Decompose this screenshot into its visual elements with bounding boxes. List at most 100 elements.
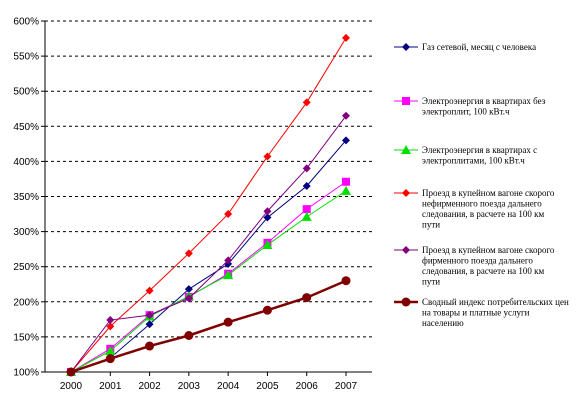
legend-swatch-marker <box>402 43 410 51</box>
legend-label: Проезд в купейном вагоне скорого нефирмен… <box>422 188 555 230</box>
series-6 <box>66 276 351 377</box>
y-tick-label: 450% <box>13 122 39 133</box>
legend-label-line: пути <box>422 220 440 230</box>
legend-label-line: электроплит, 100 кВт.ч <box>422 107 510 117</box>
data-point <box>105 354 115 364</box>
legend-label: Проезд в купейном вагоне скорого фирменно… <box>422 245 555 287</box>
y-tick-label: 350% <box>13 192 39 203</box>
series-4 <box>67 33 350 376</box>
y-tick-label: 500% <box>13 87 39 98</box>
data-point <box>105 345 116 355</box>
data-point <box>145 320 154 329</box>
x-tick-label: 2007 <box>335 381 358 392</box>
data-point <box>263 207 272 216</box>
legend-entry-2: Электроэнергия в квартирах без электропли… <box>394 96 546 117</box>
legend-label: Газ сетевой, месяц с человека <box>422 42 536 52</box>
series-line <box>70 190 347 373</box>
series-1 <box>67 136 350 376</box>
gridlines <box>45 20 372 338</box>
data-point <box>341 185 351 195</box>
data-point <box>342 33 350 42</box>
legend-swatch-marker <box>402 189 410 197</box>
data-point <box>145 311 154 320</box>
legend-label: Электроэнергия в квартирах с электроплита… <box>422 145 537 166</box>
legend-label-line: фирменного поезда дальнего <box>422 256 533 266</box>
data-point <box>342 111 350 120</box>
legend-label-line: Сводный индекс потребительских цен <box>422 297 569 307</box>
y-tick-label: 400% <box>13 157 39 168</box>
legend-swatch-marker <box>401 297 411 307</box>
legend-label-line: следования, в расчете на 100 км <box>422 209 545 219</box>
legend-label-line: Электроэнергия в квартирах с <box>422 145 537 155</box>
data-point <box>66 367 76 377</box>
y-axis-tick-labels: 100% 150% 200% 250% 300% 350% 400% 450% 500% 550%… <box>13 17 39 379</box>
legend: Газ сетевой, месяц с человека Электроэнер… <box>394 42 569 328</box>
x-tick-label: 2000 <box>60 381 83 392</box>
legend-label-line: нефирменного поезда дальнего <box>422 199 542 209</box>
data-point <box>224 256 233 265</box>
legend-label-line: Проезд в купейном вагоне скорого <box>422 245 555 255</box>
data-point <box>145 286 154 295</box>
x-tick-label: 2005 <box>256 381 279 392</box>
series-line <box>70 115 347 373</box>
data-point <box>223 270 234 280</box>
y-tick-label: 300% <box>13 227 39 238</box>
series-5 <box>67 111 350 376</box>
y-tick-label: 200% <box>13 297 39 308</box>
data-point <box>262 305 272 315</box>
data-point <box>302 205 311 214</box>
data-point <box>302 98 311 107</box>
data-point <box>184 285 193 294</box>
legend-entry-4: Проезд в купейном вагоне скорого нефирмен… <box>394 188 555 230</box>
legend-label-line: Газ сетевой, месяц с человека <box>422 42 536 52</box>
data-point <box>263 213 272 222</box>
series-line <box>70 140 347 373</box>
y-tick-label: 100% <box>13 368 39 379</box>
axes <box>41 20 372 376</box>
x-tick-label: 2003 <box>178 381 201 392</box>
y-tick-label: 150% <box>13 332 39 343</box>
data-point <box>302 293 312 303</box>
data-point <box>262 239 273 249</box>
y-tick-label: 550% <box>13 52 39 63</box>
legend-entry-5: Проезд в купейном вагоне скорого фирменно… <box>394 245 555 287</box>
data-point <box>301 211 312 221</box>
legend-swatch-marker <box>402 97 410 105</box>
y-tick-label: 600% <box>13 17 39 28</box>
legend-label-line: Электроэнергия в квартирах без <box>422 96 546 106</box>
data-point <box>263 152 272 161</box>
x-tick-label: 2006 <box>296 381 319 392</box>
y-tick-label: 250% <box>13 262 39 273</box>
legend-label-line: на товары и платные услуги <box>422 308 530 318</box>
data-point <box>302 181 311 190</box>
data-point <box>184 249 193 258</box>
legend-label-line: пути <box>422 277 440 287</box>
x-tick-label: 2001 <box>99 381 122 392</box>
data-point <box>342 136 350 145</box>
data-point <box>106 322 115 331</box>
legend-label-line: электроплитами, 100 кВт.ч <box>422 156 525 166</box>
legend-entry-1: Газ сетевой, месяц с человека <box>394 42 536 52</box>
legend-label-line: следования, в расчете на 100 км <box>422 266 545 276</box>
x-tick-label: 2002 <box>138 381 161 392</box>
data-point <box>341 276 351 286</box>
legend-label-line: населению <box>422 318 464 328</box>
data-point <box>223 317 233 327</box>
x-axis-tick-labels: 2000 2001 2002 2003 2004 2005 2006 2007 <box>60 381 358 392</box>
data-point <box>342 177 350 186</box>
data-point <box>184 294 193 303</box>
data-point <box>224 210 233 219</box>
series-line <box>70 37 347 373</box>
legend-label: Электроэнергия в квартирах без электропли… <box>422 96 546 117</box>
data-point <box>106 316 115 325</box>
series-line <box>70 279 347 374</box>
legend-swatch-marker <box>401 145 411 154</box>
data-point <box>184 330 194 340</box>
legend-entry-6: Сводный индекс потребительских цен на тов… <box>394 297 569 328</box>
data-point <box>302 164 311 173</box>
x-tick-label: 2004 <box>217 381 240 392</box>
legend-label-line: Проезд в купейном вагоне скорого <box>422 188 555 198</box>
legend-label: Сводный индекс потребительских цен на тов… <box>422 297 569 328</box>
legend-swatch-marker <box>402 246 410 254</box>
